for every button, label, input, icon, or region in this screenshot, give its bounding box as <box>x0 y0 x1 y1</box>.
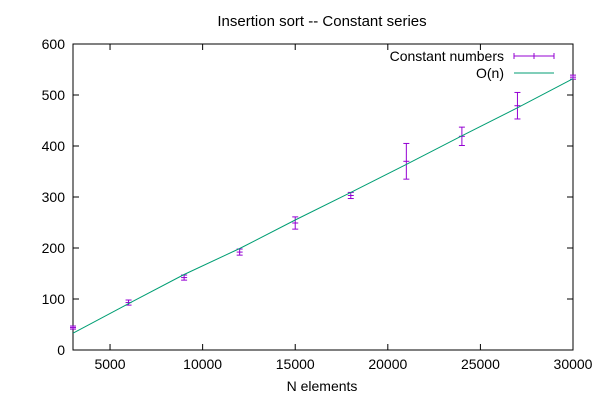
x-tick-label: 5000 <box>94 356 125 372</box>
axis-ticks: 0 100 200 300 400 500 600 5000 10000 15000 20000 25… <box>42 36 593 372</box>
plot-frame <box>72 43 574 351</box>
x-tick-label: 30000 <box>554 356 593 372</box>
y-tick-label: 300 <box>42 189 66 205</box>
data-point <box>570 74 576 80</box>
y-tick-label: 600 <box>42 36 66 52</box>
y-tick-label: 0 <box>57 342 65 358</box>
x-tick-label: 20000 <box>368 356 407 372</box>
series-0 <box>70 74 576 330</box>
data-point <box>292 216 299 230</box>
x-tick-label: 10000 <box>183 356 222 372</box>
chart-title: Insertion sort -- Constant series <box>217 13 426 30</box>
data-point <box>514 91 521 120</box>
plot-series <box>70 74 576 334</box>
series-1 <box>72 78 574 334</box>
legend-label: Constant numbers <box>390 48 504 64</box>
x-axis-label: N elements <box>287 378 358 394</box>
y-tick-label: 400 <box>42 138 66 154</box>
data-point <box>347 191 354 200</box>
x-tick-label: 15000 <box>276 356 315 372</box>
legend-entry-1: O(n) <box>476 65 554 81</box>
y-tick-label: 100 <box>42 291 66 307</box>
data-point <box>70 325 76 330</box>
data-point <box>403 142 410 180</box>
series-line <box>72 78 574 334</box>
legend-entry-0: Constant numbers <box>390 48 555 64</box>
y-tick-label: 500 <box>42 87 66 103</box>
x-tick-label: 25000 <box>461 356 500 372</box>
legend-label: O(n) <box>476 65 504 81</box>
y-tick-label: 200 <box>42 240 66 256</box>
